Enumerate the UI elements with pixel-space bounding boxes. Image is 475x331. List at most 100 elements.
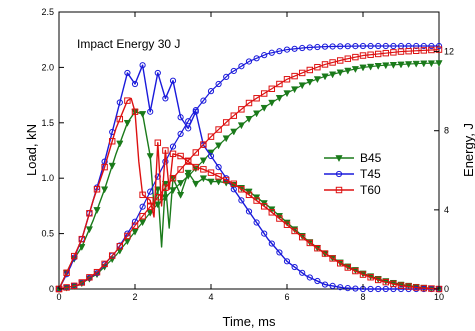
energy-point-b45: [245, 116, 253, 123]
load-point-b45: [108, 162, 116, 170]
energy-point-t60: [374, 50, 382, 58]
energy-point-t45: [276, 48, 283, 55]
energy-point-t60: [177, 166, 184, 173]
energy-point-t60: [268, 85, 276, 92]
energy-point-t60: [260, 90, 268, 97]
load-point-t45: [337, 284, 344, 291]
energy-point-b45: [230, 128, 238, 136]
y-tick-label: 2.5: [41, 7, 54, 17]
energy-point-t60: [382, 49, 390, 57]
energy-point-t45: [139, 203, 146, 210]
y2-tick-label: 4: [444, 205, 449, 215]
energy-point-t60: [101, 260, 108, 268]
load-point-b45: [78, 244, 86, 251]
energy-point-b45: [161, 194, 170, 202]
energy-point-t60: [321, 61, 329, 68]
load-point-t60: [329, 255, 336, 262]
energy-point-t60: [200, 141, 207, 148]
load-point-b45: [138, 111, 147, 118]
load-point-t60: [192, 163, 200, 171]
energy-point-t45: [352, 43, 359, 50]
energy-point-t60: [390, 49, 397, 56]
x-tick-label: 0: [56, 292, 61, 302]
energy-point-b45: [222, 135, 230, 143]
legend-label-t60: T60: [360, 183, 381, 197]
legend-item-b45: B45: [324, 151, 382, 165]
energy-point-t45: [268, 49, 275, 56]
energy-point-t60: [314, 63, 321, 71]
energy-point-t60: [146, 203, 154, 210]
load-point-t60: [146, 197, 154, 204]
x-tick-label: 2: [132, 292, 137, 302]
load-point-t60: [86, 210, 93, 217]
load-point-t60: [177, 152, 184, 160]
energy-point-t45: [359, 42, 367, 50]
energy-point-b45: [404, 61, 413, 69]
energy-point-t45: [367, 42, 374, 50]
energy-point-t45: [413, 42, 420, 50]
load-point-t60: [230, 180, 238, 187]
energy-point-t60: [192, 149, 200, 156]
load-point-b45: [93, 207, 101, 215]
energy-point-t60: [230, 112, 238, 119]
energy-point-t60: [306, 66, 314, 74]
energy-point-t60: [131, 222, 139, 229]
load-point-t45: [306, 274, 313, 281]
energy-point-t60: [169, 174, 177, 182]
load-point-t45: [321, 281, 329, 288]
energy-point-b45: [237, 122, 246, 130]
load-point-t45: [162, 95, 169, 102]
load-point-t60: [405, 283, 412, 290]
energy-point-t60: [298, 69, 306, 77]
energy-point-b45: [359, 64, 367, 72]
energy-point-b45: [290, 86, 299, 94]
energy-point-t45: [375, 42, 382, 50]
load-point-t60: [367, 274, 374, 281]
energy-point-t45: [306, 44, 313, 51]
energy-point-t45: [382, 42, 389, 50]
energy-point-t60: [63, 284, 70, 291]
load-point-t60: [116, 115, 124, 123]
load-point-t45: [207, 152, 215, 160]
energy-point-t45: [253, 55, 260, 62]
energy-point-t60: [336, 57, 344, 64]
load-point-t60: [420, 284, 428, 292]
load-point-t60: [70, 252, 78, 260]
series-layer: [55, 42, 443, 294]
load-point-t45: [375, 285, 382, 293]
energy-point-b45: [298, 82, 306, 90]
load-point-t60: [200, 166, 207, 173]
load-point-b45: [192, 180, 200, 188]
x-tick-label: 4: [208, 292, 213, 302]
energy-point-t45: [192, 107, 199, 114]
energy-point-t60: [238, 106, 245, 113]
energy-point-t45: [200, 97, 207, 104]
energy-point-t60: [70, 282, 78, 290]
load-point-t60: [253, 197, 260, 204]
load-point-t45: [131, 80, 139, 88]
energy-point-t60: [108, 252, 116, 259]
x-axis-label: Time, ms: [223, 314, 276, 329]
energy-point-b45: [154, 201, 162, 209]
y2-axis-label: Energy, J: [461, 123, 475, 177]
load-point-t60: [108, 138, 116, 145]
load-point-t60: [139, 191, 146, 199]
load-point-t60: [291, 227, 298, 235]
energy-point-t45: [329, 43, 336, 50]
energy-point-t45: [245, 58, 253, 65]
load-point-b45: [207, 178, 215, 186]
energy-point-t45: [223, 73, 230, 80]
load-point-t60: [276, 215, 283, 222]
load-point-t45: [397, 285, 405, 293]
annotation: Impact Energy 30 J: [77, 37, 180, 51]
energy-point-b45: [389, 62, 398, 69]
energy-point-t60: [154, 193, 162, 201]
load-point-t45: [268, 240, 275, 247]
energy-point-t60: [253, 95, 260, 102]
load-point-t60: [298, 233, 306, 241]
load-point-t45: [245, 208, 253, 215]
y-tick-label: 2.0: [41, 62, 54, 72]
load-point-t45: [382, 285, 389, 293]
legend: B45 T45 T60: [324, 151, 382, 197]
